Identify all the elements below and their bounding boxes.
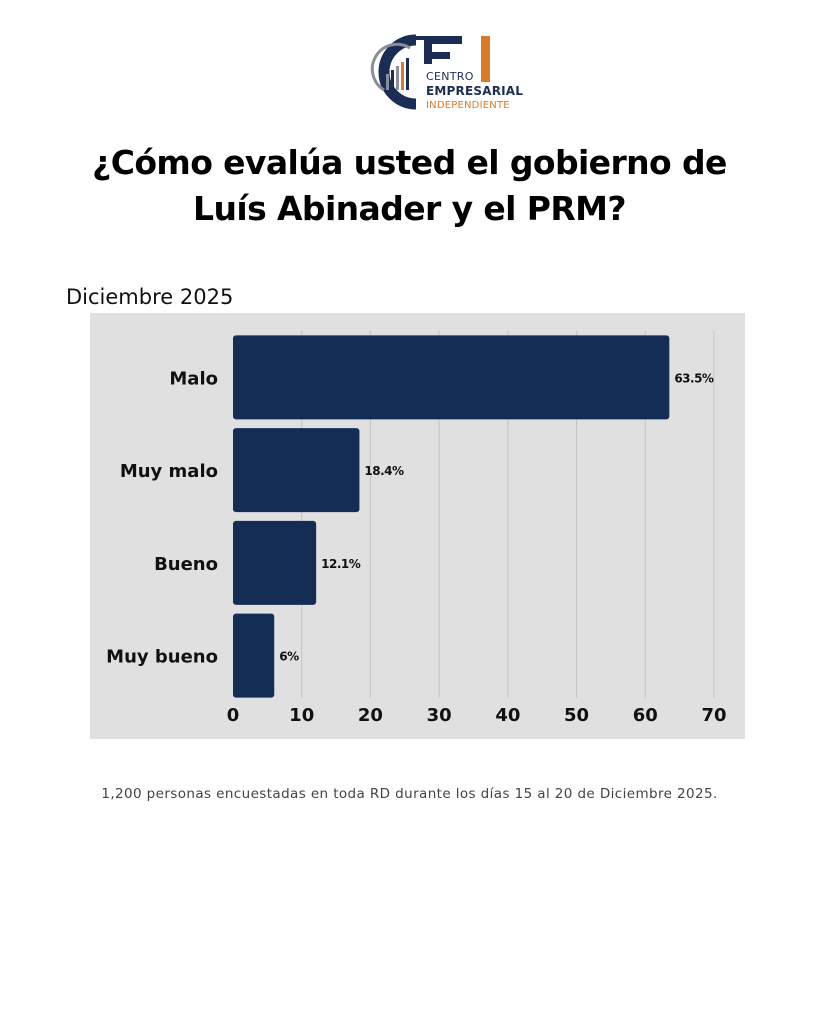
logo-text-empresarial: EMPRESARIAL [426,84,524,98]
category-label-3: Bueno [154,554,218,575]
x-tick-label-70: 70 [701,705,726,726]
category-label-4: Muy bueno [106,647,218,668]
data-label-2: 18.4% [364,464,404,478]
chart-panel: Malo 63.5% Muy malo 18.4% Bueno 12.1% Muy buen… [90,313,745,739]
bar-4 [233,613,275,698]
chart-title-line-2: Luís Abinader y el PRM? [193,189,627,228]
data-label-4: 6% [279,650,299,664]
x-tick-label-40: 40 [495,705,520,726]
data-label-3: 12.1% [321,557,361,571]
x-tick-label-60: 60 [633,705,658,726]
bar-2 [233,428,360,513]
period-label: Diciembre 2025 [66,285,234,309]
x-tick-label-20: 20 [358,705,383,726]
cei-logo: CENTRO EMPRESARIAL INDEPENDIENTE [366,30,523,116]
cei-logo-mark [370,34,424,110]
x-tick-label-0: 0 [227,705,240,726]
chart-title-line-1: ¿Cómo evalúa usted el gobierno de [92,143,727,182]
category-label-2: Muy malo [120,461,218,482]
cei-logo-letters [424,36,490,82]
bar-1 [233,335,670,420]
chart-title: ¿Cómo evalúa usted el gobierno de Luís A… [40,140,779,232]
x-tick-label-50: 50 [564,705,589,726]
data-label-1: 63.5% [674,371,714,385]
x-tick-label-10: 10 [289,705,314,726]
bar-chart: Malo 63.5% Muy malo 18.4% Bueno 12.1% Muy buen… [106,331,727,726]
logo-text-centro: CENTRO [426,70,474,83]
x-tick-label-30: 30 [427,705,452,726]
category-label-1: Malo [169,368,218,389]
survey-footnote: 1,200 personas encuestadas en toda RD du… [101,786,718,802]
logo-text-independiente: INDEPENDIENTE [426,100,510,111]
bar-3 [233,520,317,605]
